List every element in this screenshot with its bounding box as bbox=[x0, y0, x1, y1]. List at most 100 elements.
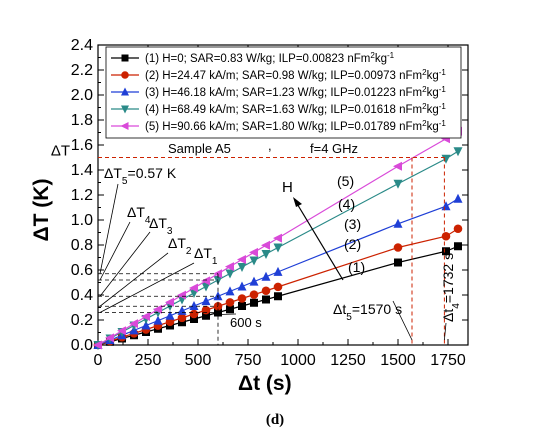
data-point bbox=[249, 247, 258, 257]
legend: (1) H=0; SAR=0.83 W/kg; ILP=0.00823 nFm2… bbox=[105, 46, 462, 139]
data-point bbox=[105, 333, 114, 343]
y-tick-label: 0.8 bbox=[71, 237, 93, 254]
data-point bbox=[189, 309, 199, 319]
data-point bbox=[177, 313, 187, 323]
y-tick-label: 2.2 bbox=[71, 62, 93, 79]
data-point bbox=[201, 296, 211, 306]
data-point bbox=[237, 281, 247, 291]
data-point bbox=[441, 231, 451, 241]
data-point bbox=[189, 283, 198, 293]
data-point bbox=[393, 243, 403, 252]
y-tick-label: 2.0 bbox=[71, 87, 93, 104]
data-point bbox=[453, 193, 463, 203]
data-point bbox=[177, 305, 187, 315]
dT2-pointer bbox=[99, 252, 169, 307]
legend-marker bbox=[121, 105, 129, 114]
data-point bbox=[238, 302, 246, 310]
data-point bbox=[273, 282, 283, 292]
t4-label: Δt4=1732 s bbox=[440, 253, 462, 322]
data-point bbox=[225, 286, 235, 296]
y-tick-label: 1.6 bbox=[71, 137, 93, 154]
data-point bbox=[153, 315, 163, 325]
deltaT-axis-label: ΔT bbox=[51, 143, 70, 160]
curve-label-3: (3) bbox=[344, 216, 361, 232]
data-point bbox=[225, 298, 235, 307]
curve-label-2: (2) bbox=[344, 236, 361, 252]
data-point bbox=[261, 286, 271, 296]
dT1-pointer bbox=[99, 262, 195, 313]
dT5-label: ΔT5=0.57 K bbox=[104, 165, 177, 187]
x-tick-label: 1500 bbox=[380, 352, 416, 369]
data-point bbox=[394, 258, 402, 267]
legend-marker bbox=[121, 71, 129, 79]
legend-entry: (1) H=0; SAR=0.83 W/kg; ILP=0.00823 nFm2… bbox=[111, 51, 395, 66]
data-point bbox=[441, 154, 451, 164]
x-tick-label: 1000 bbox=[280, 352, 316, 369]
data-point bbox=[393, 218, 403, 228]
legend-entry: (2) H=24.47 kA/m; SAR=0.98 W/kg; ILP=0.0… bbox=[111, 68, 446, 82]
data-point bbox=[273, 243, 283, 253]
data-point bbox=[225, 262, 234, 272]
data-point bbox=[274, 292, 282, 301]
data-point bbox=[261, 271, 271, 281]
data-point bbox=[261, 240, 270, 250]
axes: 0 250 500 750 1000 1250 1500 1750 0.0 0.2 0.4 0.6 0.… bbox=[30, 37, 468, 395]
data-point bbox=[213, 276, 223, 285]
data-point bbox=[249, 290, 259, 299]
legend-entry: (4) H=68.49 kA/m; SAR=1.63 W/kg; ILP=0.0… bbox=[111, 102, 446, 116]
series-1 bbox=[94, 242, 462, 349]
dT5-pointer bbox=[99, 183, 119, 274]
y-axis-label: ΔT (K) bbox=[30, 179, 53, 242]
dT4-label: ΔT4 bbox=[127, 204, 151, 226]
data-point bbox=[117, 326, 126, 336]
legend-entry: (3) H=46.18 kA/m; SAR=1.23 W/kg; ILP=0.0… bbox=[111, 85, 446, 100]
data-point bbox=[165, 297, 174, 307]
x-axis-label: Δt (s) bbox=[238, 372, 292, 395]
legend-label: (1) H=0; SAR=0.83 W/kg; ILP=0.00823 nFm2… bbox=[145, 51, 395, 66]
y-tick-label: 0.6 bbox=[71, 262, 93, 279]
dT2-label: ΔT2 bbox=[168, 235, 192, 257]
dT3-label: ΔT3 bbox=[149, 215, 173, 237]
y-tick-label: 0.2 bbox=[71, 312, 93, 329]
data-point bbox=[237, 263, 247, 272]
curve-label-4: (4) bbox=[338, 196, 355, 212]
y-tick-label: 0.4 bbox=[71, 287, 93, 304]
legend-marker bbox=[121, 87, 129, 96]
data-point bbox=[249, 256, 259, 266]
legend-label: (5) H=90.66 kA/m; SAR=1.80 W/kg; ILP=0.0… bbox=[145, 119, 446, 134]
legend-label: (3) H=46.18 kA/m; SAR=1.23 W/kg; ILP=0.0… bbox=[145, 85, 446, 100]
data-point bbox=[141, 320, 151, 330]
figure-caption: (d) bbox=[265, 412, 285, 428]
dT4-pointer bbox=[99, 221, 131, 281]
t5-label: Δt5=1570 s bbox=[333, 301, 402, 323]
H-arrow-head bbox=[293, 197, 302, 207]
data-point bbox=[273, 266, 283, 276]
t5-pointer bbox=[392, 300, 413, 341]
t600-label: 600 s bbox=[230, 315, 262, 330]
y-tick-label: 1.8 bbox=[71, 112, 93, 129]
data-point bbox=[453, 147, 463, 157]
data-point bbox=[93, 340, 102, 350]
y-tick-label: 2.4 bbox=[71, 37, 93, 54]
data-point bbox=[201, 282, 211, 292]
data-point bbox=[442, 247, 450, 256]
data-point bbox=[273, 233, 282, 243]
data-point bbox=[165, 310, 175, 320]
dT3-pointer bbox=[99, 231, 151, 297]
legend-entry: (5) H=90.66 kA/m; SAR=1.80 W/kg; ILP=0.0… bbox=[111, 119, 446, 134]
data-point bbox=[190, 315, 198, 323]
x-tick-label: 0 bbox=[94, 352, 103, 369]
data-point bbox=[153, 304, 162, 314]
H-label: H bbox=[282, 179, 293, 196]
dT1-label: ΔT1 bbox=[194, 245, 218, 267]
x-tick-label: 1750 bbox=[430, 352, 466, 369]
sample-label: Sample A5 bbox=[168, 141, 231, 156]
data-point bbox=[129, 319, 138, 329]
curve-label-5: (5) bbox=[337, 173, 354, 189]
data-point bbox=[237, 255, 246, 264]
series-layer bbox=[93, 126, 463, 350]
data-point bbox=[177, 290, 186, 300]
t4-pointer bbox=[444, 322, 447, 341]
